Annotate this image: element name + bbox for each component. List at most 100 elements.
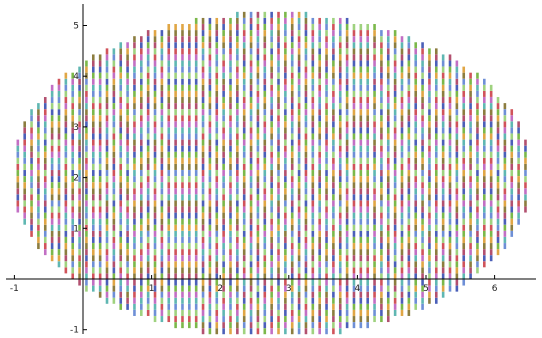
data-point <box>50 176 54 183</box>
data-point <box>43 145 47 152</box>
data-point <box>462 261 466 268</box>
data-point <box>462 78 466 85</box>
data-point <box>215 291 219 298</box>
data-point <box>91 133 95 140</box>
data-point <box>236 90 239 97</box>
data-point <box>386 182 390 189</box>
data-point <box>352 97 356 104</box>
data-point <box>91 206 95 213</box>
data-point <box>50 121 54 128</box>
data-point <box>201 303 205 310</box>
data-point <box>448 90 452 97</box>
data-point <box>215 170 219 177</box>
data-point <box>105 218 109 225</box>
data-point <box>174 90 177 97</box>
data-point <box>153 316 157 323</box>
data-point <box>297 151 301 158</box>
data-point <box>236 285 239 292</box>
data-point <box>249 163 253 170</box>
data-point <box>380 291 383 298</box>
data-point <box>483 163 486 170</box>
data-point <box>462 151 466 158</box>
data-point <box>146 309 150 316</box>
data-point <box>133 194 136 201</box>
data-point <box>78 230 81 237</box>
data-point <box>290 303 294 310</box>
data-point <box>448 72 452 79</box>
data-point <box>332 243 335 250</box>
data-point <box>37 182 40 189</box>
data-point <box>181 194 184 201</box>
data-point <box>483 133 486 140</box>
data-point <box>215 54 219 61</box>
data-point <box>181 36 184 43</box>
data-point <box>345 224 349 231</box>
data-point <box>23 145 26 152</box>
data-point <box>380 236 383 243</box>
data-point <box>428 115 431 122</box>
data-point <box>140 297 143 304</box>
data-point <box>208 163 212 170</box>
data-point <box>510 194 514 201</box>
data-point <box>85 109 88 116</box>
data-point <box>483 127 486 134</box>
data-point <box>160 182 164 189</box>
data-point <box>208 297 212 304</box>
data-point <box>112 200 116 207</box>
data-point <box>386 72 390 79</box>
data-point <box>133 78 136 85</box>
data-point <box>366 322 369 329</box>
data-point <box>325 316 328 323</box>
data-point <box>160 236 164 243</box>
data-point <box>91 72 95 79</box>
data-point <box>140 163 143 170</box>
data-point <box>201 176 205 183</box>
data-point <box>50 163 54 170</box>
data-point <box>146 255 150 262</box>
data-point <box>386 297 390 304</box>
data-point <box>236 218 239 225</box>
data-point <box>23 212 26 219</box>
data-point <box>332 66 335 73</box>
data-point <box>407 121 411 128</box>
data-point <box>181 249 184 256</box>
data-point <box>167 194 171 201</box>
data-point <box>167 316 171 323</box>
data-point <box>153 291 157 298</box>
data-point <box>345 200 349 207</box>
data-point <box>208 121 212 128</box>
data-point <box>373 97 376 104</box>
data-point <box>428 121 431 128</box>
data-point <box>153 182 157 189</box>
data-point <box>194 72 198 79</box>
data-point <box>242 255 246 262</box>
data-point <box>140 206 143 213</box>
data-point <box>510 218 514 225</box>
data-point <box>284 188 287 195</box>
data-point <box>414 249 418 256</box>
data-point <box>483 90 486 97</box>
data-point <box>407 72 411 79</box>
data-point <box>174 36 177 43</box>
data-point <box>71 121 75 128</box>
data-point <box>30 212 33 219</box>
data-point <box>263 176 267 183</box>
data-point <box>386 230 390 237</box>
data-point <box>229 145 232 152</box>
data-point <box>311 273 315 280</box>
data-point <box>476 176 479 183</box>
data-point <box>297 255 301 262</box>
data-point <box>105 176 109 183</box>
data-point <box>441 72 445 79</box>
data-point <box>222 133 225 140</box>
data-point <box>448 109 452 116</box>
data-point <box>290 230 294 237</box>
data-point <box>85 218 88 225</box>
data-point <box>325 212 328 219</box>
data-point <box>448 97 452 104</box>
data-point <box>407 133 411 140</box>
data-point <box>386 206 390 213</box>
data-point <box>215 90 219 97</box>
data-point <box>277 121 280 128</box>
data-point <box>43 103 47 110</box>
